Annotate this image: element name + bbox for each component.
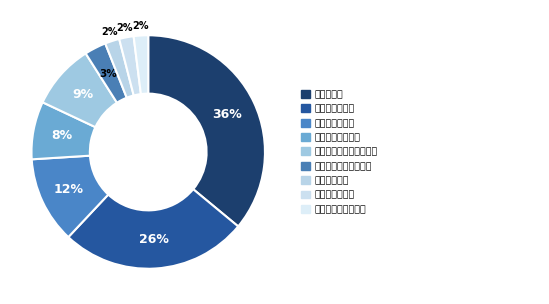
Text: 26%: 26% [139,233,169,246]
Wedge shape [86,43,127,103]
Wedge shape [148,35,265,226]
Wedge shape [105,39,134,98]
Text: 3%: 3% [99,69,117,79]
Text: 8%: 8% [52,129,73,142]
Text: 12%: 12% [54,183,84,196]
Text: 36%: 36% [212,108,242,121]
Wedge shape [32,156,108,237]
Wedge shape [31,102,96,159]
Text: 2%: 2% [101,27,117,37]
Wedge shape [133,35,148,94]
Wedge shape [68,189,238,269]
Legend: 航空航天类, 飞行器制造工程, 飞行器动力工程, 飞行器设计与工程, 无人驾驶航空器系统工程, 飞行器控制与信息工程, 航空航天工程, 飞行器适航技术, 飞行器: 航空航天类, 飞行器制造工程, 飞行器动力工程, 飞行器设计与工程, 无人驾驶航… [301,90,378,214]
Wedge shape [119,36,141,95]
Text: 2%: 2% [132,21,149,31]
Wedge shape [43,54,117,127]
Text: 9%: 9% [72,88,93,101]
Text: 2%: 2% [116,23,133,33]
